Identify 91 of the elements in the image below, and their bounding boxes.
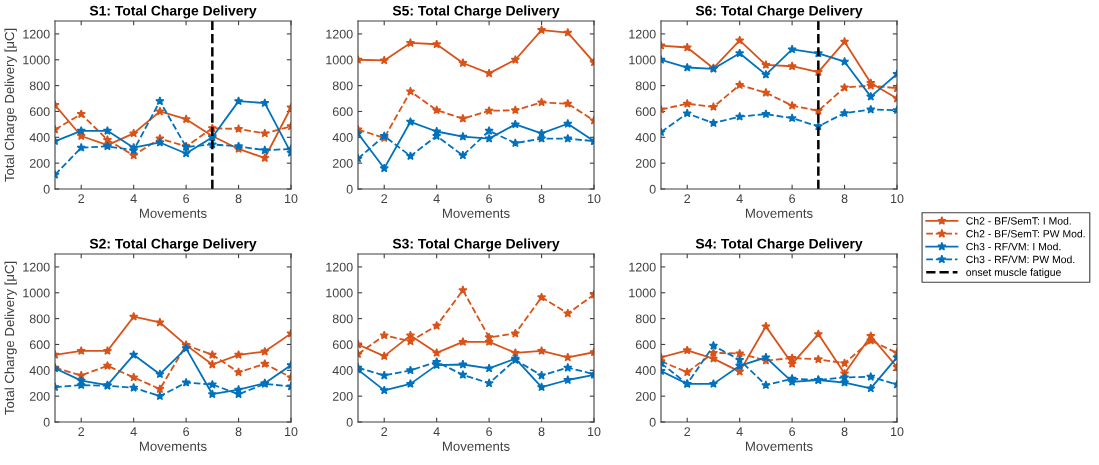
x-tick-label: 2 xyxy=(78,194,85,203)
x-axis-title: Movements xyxy=(139,208,207,218)
x-tick-label: 8 xyxy=(538,427,545,437)
x-tick-label: 2 xyxy=(684,194,691,203)
x-tick-label: 6 xyxy=(789,194,796,204)
x-tick-label: 10 xyxy=(588,427,601,437)
y-axis-title: Total Charge Delivery [μC] xyxy=(4,28,17,182)
legend-label: Ch3 - RF/VM: I Mod. xyxy=(966,242,1061,251)
y-tick-label: 1200 xyxy=(326,262,353,272)
y-tick-label: 1200 xyxy=(23,29,50,39)
x-tick-label: 8 xyxy=(538,194,545,204)
x-axis-title: Movements xyxy=(139,441,207,451)
legend-label: onset muscle fatigue xyxy=(966,268,1061,279)
y-tick-label: 0 xyxy=(649,184,656,194)
y-tick-label: 400 xyxy=(29,366,50,375)
y-tick-label: 0 xyxy=(43,417,50,427)
chart-title: S3: Total Charge Delivery xyxy=(392,238,560,252)
legend-label: Ch2 - BF/SemT: PW Mod. xyxy=(966,229,1085,238)
x-tick-label: 10 xyxy=(285,194,298,204)
y-tick-label: 200 xyxy=(332,391,353,401)
chart-title: S2: Total Charge Delivery xyxy=(89,238,257,252)
x-tick-label: 6 xyxy=(486,427,493,437)
legend-label: Ch3 - RF/VM: PW Mod. xyxy=(966,255,1075,264)
y-tick-label: 800 xyxy=(635,81,656,91)
y-tick-label: 800 xyxy=(29,314,50,324)
x-tick-label: 8 xyxy=(235,194,242,204)
x-axis-title: Movements xyxy=(442,441,510,451)
x-tick-label: 6 xyxy=(183,194,190,204)
x-tick-label: 2 xyxy=(684,427,691,436)
chart-title: S1: Total Charge Delivery xyxy=(89,5,257,19)
y-tick-label: 0 xyxy=(649,417,656,427)
x-axis-title: Movements xyxy=(442,208,510,218)
x-tick-label: 10 xyxy=(891,427,904,437)
y-tick-label: 600 xyxy=(332,340,353,350)
y-tick-label: 600 xyxy=(635,107,656,117)
y-tick-label: 400 xyxy=(635,133,656,142)
x-tick-label: 8 xyxy=(841,427,848,437)
y-tick-label: 1000 xyxy=(23,55,50,65)
x-axis-title: Movements xyxy=(745,441,813,451)
y-axis-title: Total Charge Delivery [μC] xyxy=(4,261,17,415)
y-tick-label: 200 xyxy=(332,158,353,168)
x-tick-label: 6 xyxy=(789,427,796,437)
y-tick-label: 1000 xyxy=(326,55,353,65)
y-tick-label: 200 xyxy=(29,158,50,168)
y-tick-label: 0 xyxy=(346,184,353,194)
x-tick-label: 2 xyxy=(381,194,388,203)
y-tick-label: 600 xyxy=(29,340,50,350)
y-tick-label: 400 xyxy=(332,133,353,142)
x-axis-title: Movements xyxy=(745,208,813,218)
y-tick-label: 600 xyxy=(635,340,656,350)
y-tick-label: 0 xyxy=(346,417,353,427)
y-tick-label: 400 xyxy=(635,366,656,375)
x-tick-label: 6 xyxy=(183,427,190,437)
y-tick-label: 1200 xyxy=(326,29,353,39)
x-tick-label: 2 xyxy=(78,427,85,436)
y-tick-label: 1000 xyxy=(629,288,656,298)
x-tick-label: 10 xyxy=(891,194,904,204)
x-tick-label: 6 xyxy=(486,194,493,204)
x-tick-label: 4 xyxy=(130,427,137,436)
x-tick-label: 2 xyxy=(381,427,388,436)
y-tick-label: 400 xyxy=(29,133,50,142)
x-tick-label: 4 xyxy=(433,427,440,436)
y-tick-label: 200 xyxy=(635,391,656,401)
y-tick-label: 1000 xyxy=(23,288,50,298)
y-tick-label: 600 xyxy=(332,107,353,117)
chart-title: S5: Total Charge Delivery xyxy=(392,5,560,19)
x-tick-label: 4 xyxy=(130,194,137,203)
y-tick-label: 800 xyxy=(332,314,353,324)
legend-label: Ch2 - BF/SemT: I Mod. xyxy=(966,216,1071,225)
chart-title: S4: Total Charge Delivery xyxy=(695,238,863,252)
y-tick-label: 400 xyxy=(332,366,353,375)
y-tick-label: 0 xyxy=(43,184,50,194)
y-tick-label: 200 xyxy=(635,158,656,168)
y-tick-label: 800 xyxy=(332,81,353,91)
x-tick-label: 4 xyxy=(736,427,743,436)
y-tick-label: 800 xyxy=(635,314,656,324)
x-tick-label: 10 xyxy=(588,194,601,204)
y-tick-label: 1000 xyxy=(326,288,353,298)
y-tick-label: 1200 xyxy=(629,29,656,39)
x-tick-label: 10 xyxy=(285,427,298,437)
y-tick-label: 1200 xyxy=(629,262,656,272)
y-tick-label: 1000 xyxy=(629,55,656,65)
x-tick-label: 8 xyxy=(235,427,242,437)
y-tick-label: 200 xyxy=(29,391,50,401)
y-tick-label: 600 xyxy=(29,107,50,117)
x-tick-label: 4 xyxy=(736,194,743,203)
y-tick-label: 800 xyxy=(29,81,50,91)
y-tick-label: 1200 xyxy=(23,262,50,272)
x-tick-label: 4 xyxy=(433,194,440,203)
chart-title: S6: Total Charge Delivery xyxy=(695,5,863,19)
x-tick-label: 8 xyxy=(841,194,848,204)
